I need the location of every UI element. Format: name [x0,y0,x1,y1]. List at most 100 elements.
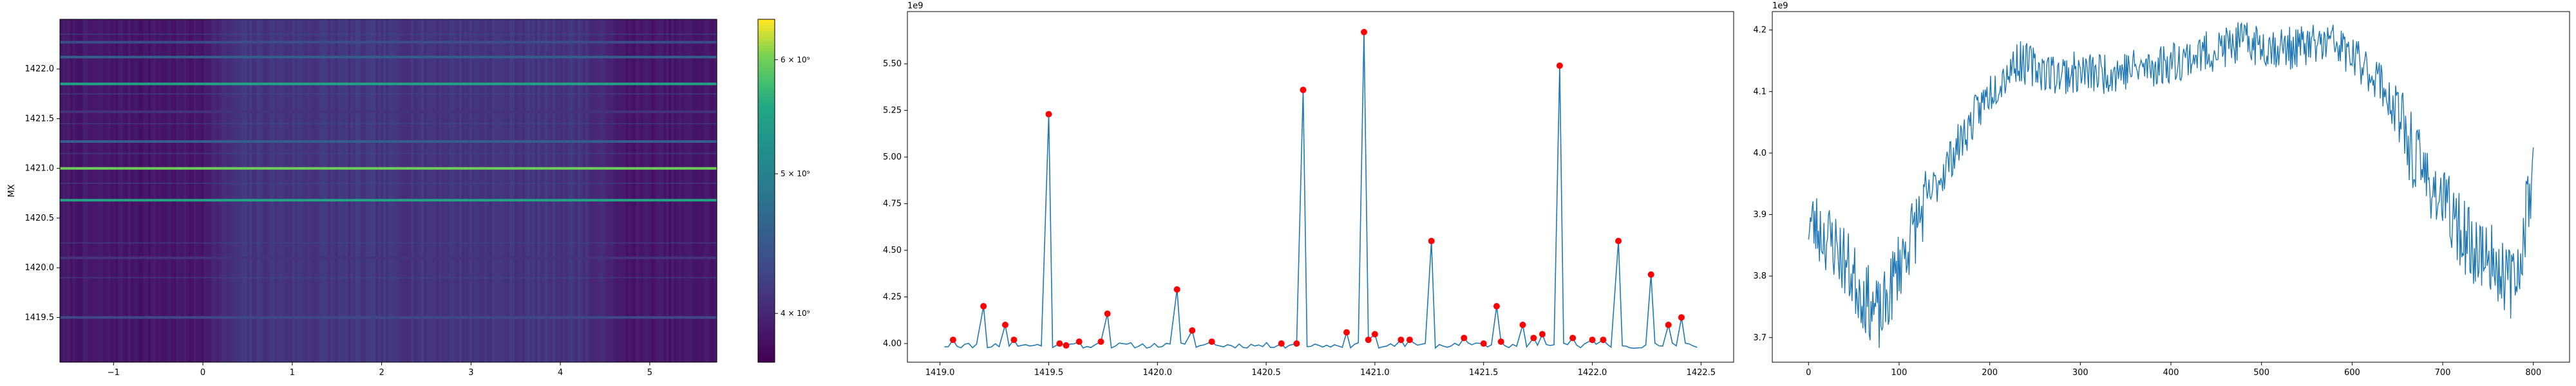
heatmap-column [497,19,500,362]
peak-marker [1056,340,1063,347]
peak-marker [1293,340,1300,347]
heatmap-column [466,19,470,362]
colorbar-segment [758,113,775,117]
colorbar-segment [758,242,775,246]
heatmap-y-tick-label: 1421.0 [25,164,55,174]
heatmap-row [60,140,717,143]
colorbar-segment [758,193,775,197]
colorbar-segment [758,142,775,146]
peak-marker [1647,271,1654,278]
heatmap-column [714,19,717,362]
colorbar-segment [758,359,775,363]
heatmap-column [608,19,611,362]
heatmap-x-tick-label: 5 [647,368,652,378]
heatmap-column [532,19,536,362]
peak-marker [1343,329,1350,336]
peak-marker [1189,327,1196,334]
heatmap-column [75,19,79,362]
colorbar-segment [758,342,775,345]
colorbar-segment [758,210,775,214]
heatmap-column [72,19,76,362]
heatmap-row [60,316,717,319]
colorbar-segment [758,185,775,188]
colorbar-segment [758,270,775,274]
heatmap-column [573,19,576,362]
colorbar-segment [758,65,775,69]
heatmap-column [343,19,346,362]
heatmap-column [209,19,212,362]
colorbar-segment [758,156,775,160]
colorbar-segment [758,316,775,320]
heatmap-faint-row [60,33,717,35]
heatmap-column [244,19,247,362]
heatmap-column [317,19,321,362]
heatmap-column [239,19,243,362]
series-y-tick-label: 4.0 [1753,149,1766,158]
heatmap-column [522,19,526,362]
heatmap-column [171,19,175,362]
colorbar-segment [758,53,775,57]
heatmap-column [60,19,63,362]
peaks-x-tick-label: 1422.0 [1578,368,1607,378]
heatmap-column [633,19,637,362]
heatmap-column [583,19,586,362]
heatmap-column [439,19,442,362]
heatmap-column [312,19,316,362]
heatmap-column [257,19,260,362]
colorbar-segment [758,93,775,97]
colorbar-segment [758,85,775,89]
heatmap-column [701,19,705,362]
heatmap-column [512,19,515,362]
peaks-x-tick-label: 1420.0 [1143,368,1173,378]
heatmap-column [143,19,146,362]
colorbar-segment [758,268,775,271]
peaks-y-tick-label: 4.75 [883,199,902,209]
peak-marker [1097,338,1104,345]
heatmap-column [191,19,194,362]
heatmap-column [459,19,462,362]
heatmap-column [540,19,543,362]
heatmap-column [408,19,412,362]
peak-marker [1361,28,1368,35]
heatmap-column [636,19,639,362]
heatmap-column [598,19,601,362]
heatmap-column [580,19,583,362]
heatmap-column [471,19,475,362]
heatmap-column [126,19,129,362]
peak-marker [1208,338,1215,345]
colorbar-segment [758,282,775,286]
heatmap-column [499,19,503,362]
heatmap-column [370,19,374,362]
colorbar-segment [758,273,775,277]
heatmap-column [666,19,670,362]
heatmap-column [694,19,697,362]
heatmap-column [628,19,632,362]
heatmap-column [489,19,493,362]
heatmap-column [64,19,68,362]
colorbar-segment [758,36,775,40]
colorbar-segment [758,219,775,223]
heatmap-column [406,19,409,362]
colorbar-segment [758,133,775,137]
heatmap-column [658,19,662,362]
peak-marker [1371,331,1378,338]
heatmap-column [163,19,167,362]
heatmap-column [348,19,351,362]
colorbar-tick-label: 4 × 10⁹ [781,309,810,318]
colorbar-segment [758,250,775,254]
heatmap-column [630,19,634,362]
heatmap-column [368,19,372,362]
colorbar-segment [758,151,775,154]
colorbar-segment [758,147,775,151]
heatmap-column [360,19,364,362]
heatmap-column [229,19,232,362]
heatmap-column [323,19,326,362]
heatmap-column [123,19,126,362]
heatmap-column [102,19,106,362]
heatmap-column [527,19,531,362]
heatmap-column [330,19,334,362]
peaks-x-tick-label: 1420.5 [1251,368,1281,378]
heatmap-x-tick-label: 0 [200,368,205,378]
colorbar-segment [758,356,775,360]
colorbar-segment [758,39,775,43]
